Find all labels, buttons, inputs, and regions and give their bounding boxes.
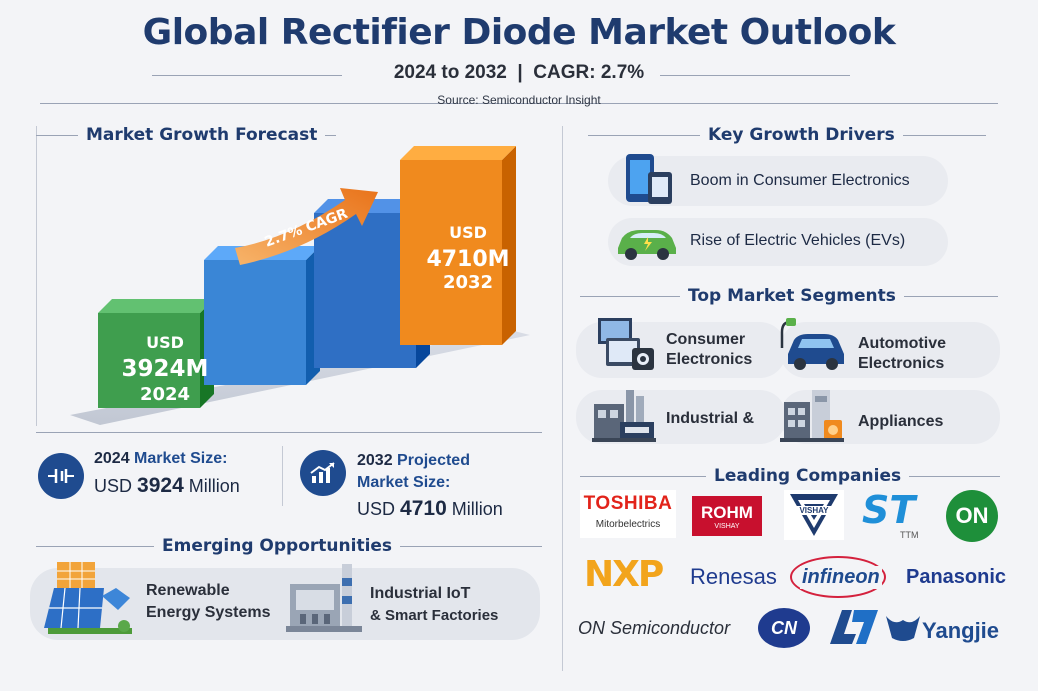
bar-2032-labels: USD 4710M 2032 bbox=[426, 223, 509, 293]
companies-title: Leading Companies bbox=[706, 466, 910, 486]
subtitle-rule-left bbox=[152, 75, 342, 76]
stat-2024-year: 2024 bbox=[94, 450, 130, 467]
segments-title: Top Market Segments bbox=[680, 286, 904, 306]
bar-mid-1 bbox=[204, 246, 320, 385]
diode-icon bbox=[38, 453, 84, 499]
cn-logo-text: CN bbox=[771, 617, 797, 638]
stat-2032-value: 4710 bbox=[400, 497, 447, 520]
opportunity-renewable: Renewable Energy Systems bbox=[146, 580, 271, 624]
st-logo-text: ST bbox=[862, 488, 916, 532]
stat-2032-title: 2032 Projected Market Size: bbox=[357, 450, 470, 494]
stats-divider bbox=[282, 446, 283, 506]
nxp-logo: NXP bbox=[584, 554, 664, 595]
vishay-emblem-icon bbox=[790, 494, 838, 536]
cn-logo: CN bbox=[758, 608, 810, 648]
segment-automotive-label: Automotive Electronics bbox=[858, 334, 946, 374]
vishay-logo: VISHAY bbox=[784, 490, 844, 540]
stat-2032-unit: Million bbox=[451, 499, 503, 519]
stat-2024-value: 3924 bbox=[137, 474, 184, 497]
yangjie-wing-icon bbox=[886, 616, 920, 641]
cagr-arrow bbox=[235, 188, 378, 265]
segment-consumer-line1: Consumer bbox=[666, 331, 746, 348]
bar-2032 bbox=[400, 146, 516, 345]
stat-2024-unit: Million bbox=[188, 476, 240, 496]
industrial-factory-icon bbox=[592, 390, 656, 442]
page-title: Global Rectifier Diode Market Outlook bbox=[142, 12, 896, 53]
bar-2024-value: 3924M bbox=[122, 356, 209, 382]
growth-chart-icon bbox=[300, 450, 346, 496]
stat-2024-currency: USD bbox=[94, 476, 133, 496]
driver-consumer-label: Boom in Consumer Electronics bbox=[690, 172, 910, 189]
toshiba-logo-subtext: Mitorbelectrics bbox=[595, 519, 661, 530]
stat-2024-title: 2024 Market Size: bbox=[94, 450, 227, 468]
bar-2024-labels: USD 3924M 2024 bbox=[122, 333, 209, 405]
opportunity-iot: Industrial IoT & Smart Factories bbox=[370, 583, 498, 627]
panasonic-logo-text: Panasonic bbox=[906, 566, 1007, 588]
stat-2032-value-line: USD 4710 Million bbox=[357, 497, 503, 521]
header-divider bbox=[40, 103, 998, 104]
driver-ev-label: Rise of Electric Vehicles (EVs) bbox=[690, 232, 906, 249]
infineon-swoosh bbox=[790, 556, 886, 598]
stat-2032-label-2: Market Size: bbox=[357, 474, 451, 491]
toshiba-logo-text: TOSHIBA bbox=[583, 493, 673, 514]
bar-2024-year: 2024 bbox=[140, 384, 190, 405]
page-subtitle: 2024 to 2032 | CAGR: 2.7% bbox=[393, 62, 645, 83]
devices-icon bbox=[598, 318, 654, 370]
segment-consumer-line2: Electronics bbox=[666, 351, 753, 368]
opportunities-title: Emerging Opportunities bbox=[154, 536, 401, 556]
segment-consumer-label: Consumer Electronics bbox=[666, 330, 752, 370]
stat-2032-year: 2032 bbox=[357, 452, 393, 469]
bar-2032-year: 2032 bbox=[443, 272, 493, 293]
infineon-logo-text: infineon bbox=[800, 566, 882, 589]
segment-automotive-line2: Electronics bbox=[858, 355, 945, 372]
solar-panel-icon bbox=[44, 562, 132, 634]
bar-2024-currency: USD bbox=[146, 333, 184, 352]
nxp-logo-text: NXP bbox=[584, 554, 664, 595]
segment-industrial-label: Industrial & bbox=[666, 410, 755, 427]
rohm-logo: ROHM VISHAY bbox=[692, 496, 762, 536]
st-logo-subtext: TTM bbox=[900, 530, 919, 540]
on-logo: ON bbox=[946, 490, 998, 542]
source-note: Source: Semiconductor Insight bbox=[437, 93, 601, 107]
growth-chart: 2.7% CAGR USD 3924M 2024 USD 4710M 2032 bbox=[70, 146, 530, 425]
renesas-logo-text: Renesas bbox=[690, 564, 777, 589]
segment-automotive-line1: Automotive bbox=[858, 335, 946, 352]
yangjie-mark-icon bbox=[830, 610, 878, 644]
stat-2032-currency: USD bbox=[357, 499, 396, 519]
segment-appliances-label: Appliances bbox=[858, 413, 944, 430]
yangjie-logo-text: Yangjie bbox=[922, 618, 1000, 643]
stat-2024-value-line: USD 3924 Million bbox=[94, 474, 240, 498]
onsemi-logo-text: ON Semiconductor bbox=[578, 618, 731, 638]
forecast-frame-left bbox=[36, 126, 37, 426]
bar-2032-value: 4710M bbox=[426, 247, 509, 272]
forecast-bottom-rule bbox=[36, 432, 542, 433]
on-logo-text: ON bbox=[955, 503, 989, 528]
appliances-icon bbox=[780, 390, 844, 442]
subtitle-rule-right bbox=[660, 75, 850, 76]
column-divider bbox=[562, 126, 563, 671]
factory-icon bbox=[286, 564, 362, 632]
opportunity-renewable-line1: Renewable bbox=[146, 582, 230, 599]
rohm-logo-text: ROHM bbox=[701, 503, 753, 522]
vishay-logo-text: VISHAY bbox=[784, 506, 844, 515]
drivers-title: Key Growth Drivers bbox=[700, 125, 903, 145]
opportunity-iot-line1: Industrial IoT bbox=[370, 585, 471, 602]
electric-car-icon bbox=[618, 230, 676, 260]
toshiba-logo: TOSHIBA Mitorbelectrics bbox=[580, 490, 676, 538]
opportunity-renewable-line2: Energy Systems bbox=[146, 604, 271, 621]
phone-tablet-icon bbox=[626, 154, 672, 204]
opportunity-iot-line2: & Smart Factories bbox=[370, 607, 499, 624]
stat-2032-label: Projected bbox=[397, 452, 470, 469]
bar-2032-currency: USD bbox=[449, 223, 487, 242]
forecast-title: Market Growth Forecast bbox=[78, 125, 326, 145]
stat-2024-label: Market Size: bbox=[134, 450, 228, 467]
rohm-logo-subtext: VISHAY bbox=[714, 523, 740, 530]
car-icon bbox=[780, 318, 844, 370]
bar-2024 bbox=[98, 299, 214, 408]
